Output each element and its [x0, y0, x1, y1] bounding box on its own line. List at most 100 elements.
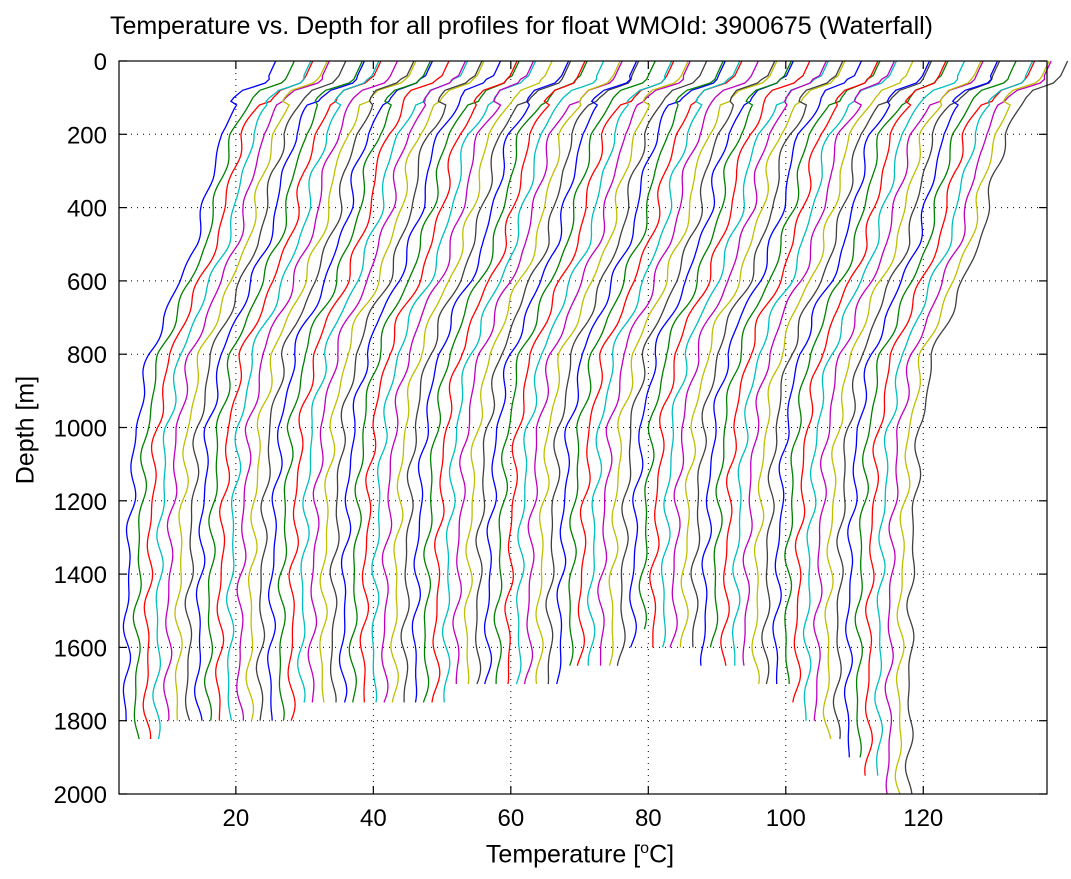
profile-line-15 [267, 60, 434, 721]
x-axis-label-prefix: Temperature [ [485, 840, 641, 869]
x-axis-label-suffix: C] [649, 840, 675, 869]
profile-line-42 [545, 60, 708, 685]
profile-line-70 [832, 60, 1001, 740]
x-tick-label-0: 20 [223, 805, 250, 832]
y-tick-label-10: 2000 [54, 782, 107, 809]
plot-frame [118, 60, 1048, 795]
y-tick-label-1: 200 [67, 122, 107, 149]
profile-line-40 [523, 60, 691, 685]
y-tick-label-7: 1400 [54, 562, 107, 589]
profile-line-61 [742, 60, 895, 666]
y-tick-label-4: 800 [67, 342, 107, 369]
profile-line-31 [431, 60, 586, 703]
profile-line-74 [874, 60, 1034, 776]
profile-line-73 [864, 60, 1036, 776]
profile-line-1 [122, 60, 277, 721]
profile-line-35 [475, 60, 640, 685]
y-axis-label: Depth [m] [11, 375, 40, 485]
profile-line-39 [515, 60, 673, 685]
profile-line-25 [371, 60, 537, 703]
profile-line-59 [720, 60, 879, 666]
profile-line-18 [297, 60, 469, 703]
profile-line-12 [236, 60, 398, 721]
profile-line-10 [215, 60, 382, 721]
profile-line-13 [245, 60, 417, 721]
profile-line-66 [792, 60, 947, 703]
x-tick-label-4: 100 [766, 805, 806, 832]
x-axis-label: Temperature [oC] [330, 840, 830, 869]
profile-line-16 [277, 60, 431, 721]
profile-line-24 [359, 60, 518, 703]
profile-line-60 [731, 60, 898, 666]
profile-line-75 [884, 60, 1052, 795]
profile-line-32 [441, 60, 605, 703]
profile-line-52 [649, 60, 811, 648]
profile-line-53 [660, 60, 829, 648]
profile-line-22 [338, 60, 502, 703]
profile-line-71 [843, 60, 999, 758]
profile-line-54 [669, 60, 827, 648]
profile-line-7 [184, 60, 347, 721]
profile-line-55 [679, 60, 846, 648]
profile-line-58 [709, 60, 881, 648]
chart-title: Temperature vs. Depth for all profiles f… [110, 12, 934, 40]
profile-line-20 [319, 60, 485, 703]
profile-line-46 [586, 60, 741, 666]
profile-line-9 [203, 60, 363, 721]
profile-line-49 [616, 60, 776, 666]
profile-line-36 [483, 60, 638, 685]
profile-line-48 [608, 60, 778, 666]
profile-line-37 [493, 60, 656, 684]
profile-line-67 [802, 60, 966, 721]
profile-line-27 [390, 60, 553, 703]
profile-line-62 [751, 60, 914, 685]
y-tick-label-3: 600 [67, 269, 107, 296]
profile-line-11 [225, 60, 380, 721]
x-tick-label-3: 80 [635, 805, 662, 832]
x-tick-label-5: 120 [903, 805, 943, 832]
profile-line-14 [255, 60, 415, 721]
profile-line-72 [854, 60, 1017, 758]
profile-line-77 [904, 60, 1069, 795]
profile-line-8 [193, 60, 365, 721]
profile-line-51 [638, 60, 792, 630]
profile-line-29 [411, 60, 570, 703]
profile-line-45 [576, 60, 743, 666]
profile-line-64 [772, 60, 931, 685]
y-tick-label-8: 1600 [54, 635, 107, 662]
profile-line-4 [152, 60, 312, 740]
profile-line-19 [307, 60, 467, 703]
profile-line-41 [535, 60, 689, 685]
profile-line-63 [761, 60, 933, 685]
profile-line-43 [556, 60, 726, 685]
y-tick-label-0: 0 [94, 49, 107, 76]
profile-line-23 [348, 60, 520, 703]
profile-line-65 [784, 60, 949, 685]
profile-line-21 [329, 60, 483, 703]
y-tick-label-9: 1800 [54, 709, 107, 736]
profile-line-33 [452, 60, 623, 684]
profile-line-5 [163, 60, 330, 721]
profile-line-68 [813, 60, 984, 721]
profile-line-69 [822, 60, 982, 740]
profile-line-44 [568, 60, 724, 666]
y-tick-label-6: 1200 [54, 489, 107, 516]
y-tick-label-2: 400 [67, 196, 107, 223]
x-axis-label-degree: o [640, 840, 650, 857]
profile-line-26 [381, 60, 535, 703]
profile-line-56 [690, 60, 844, 648]
x-tick-label-1: 40 [360, 805, 387, 832]
profile-line-28 [400, 60, 572, 703]
profile-line-47 [597, 60, 759, 666]
x-tick-label-2: 60 [497, 805, 524, 832]
profile-line-6 [174, 60, 328, 721]
profile-line-38 [504, 60, 675, 685]
profile-line-30 [422, 60, 588, 703]
profile-line-76 [894, 60, 1050, 795]
profile-line-50 [629, 60, 794, 648]
profile-line-34 [463, 60, 621, 685]
profile-line-2 [132, 60, 295, 740]
profile-line-57 [699, 60, 862, 666]
